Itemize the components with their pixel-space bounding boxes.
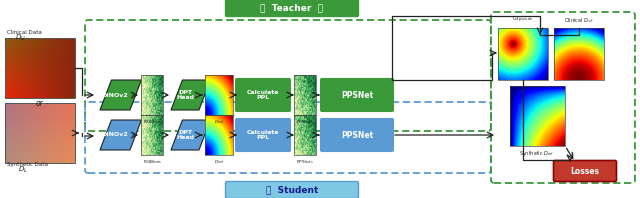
Text: $\rm RGB_{feats}$: $\rm RGB_{feats}$ <box>143 158 161 166</box>
Text: PPSNet: PPSNet <box>341 90 373 100</box>
FancyBboxPatch shape <box>321 118 394 151</box>
Text: or: or <box>36 99 44 108</box>
Text: Calculate
PPL: Calculate PPL <box>247 130 279 140</box>
Bar <box>141 115 163 155</box>
Text: DPT
Head: DPT Head <box>176 130 194 140</box>
Text: Clinical $D_{ref}$: Clinical $D_{ref}$ <box>564 16 594 25</box>
FancyBboxPatch shape <box>554 161 616 182</box>
Text: 🎓  Student: 🎓 Student <box>266 186 318 194</box>
Text: $\rm PPS_{feats}$: $\rm PPS_{feats}$ <box>296 158 314 166</box>
Bar <box>205 75 233 115</box>
FancyBboxPatch shape <box>225 182 358 198</box>
Text: Synthetic $D_{ref}$: Synthetic $D_{ref}$ <box>519 149 555 158</box>
Bar <box>205 115 233 155</box>
Text: $D_{init}$: $D_{init}$ <box>214 118 224 126</box>
Text: $D_L$: $D_L$ <box>18 165 28 175</box>
Text: DINOv2: DINOv2 <box>102 132 129 137</box>
Text: PPSNet: PPSNet <box>341 130 373 140</box>
Text: $\rm PPS_{feats}$: $\rm PPS_{feats}$ <box>296 118 314 126</box>
Text: Calculate
PPL: Calculate PPL <box>247 90 279 100</box>
FancyBboxPatch shape <box>236 118 291 151</box>
FancyBboxPatch shape <box>321 78 394 111</box>
Text: DINOv2: DINOv2 <box>102 92 129 97</box>
Polygon shape <box>100 80 141 110</box>
FancyBboxPatch shape <box>236 78 291 111</box>
Text: $\rm GT_{pseudo}$: $\rm GT_{pseudo}$ <box>513 15 534 25</box>
Text: 🔧  Teacher  🔒: 🔧 Teacher 🔒 <box>260 4 323 12</box>
Bar <box>5 38 75 98</box>
Text: Losses: Losses <box>570 167 600 175</box>
Bar <box>294 75 316 115</box>
Polygon shape <box>171 120 211 150</box>
Text: $D_U$: $D_U$ <box>15 33 26 43</box>
Polygon shape <box>100 120 141 150</box>
Text: Clinical Data: Clinical Data <box>7 30 42 35</box>
Text: DPT
Head: DPT Head <box>176 90 194 100</box>
Bar <box>5 103 75 163</box>
Bar <box>294 115 316 155</box>
Text: $\rm RGB_{feats}$: $\rm RGB_{feats}$ <box>143 118 161 126</box>
Bar <box>141 75 163 115</box>
Bar <box>498 28 548 80</box>
Bar <box>510 86 565 146</box>
Polygon shape <box>171 80 211 110</box>
FancyBboxPatch shape <box>225 0 358 16</box>
Text: $D_{init}$: $D_{init}$ <box>214 158 224 166</box>
Text: Synthetic Data: Synthetic Data <box>7 162 48 167</box>
Bar <box>554 28 604 80</box>
